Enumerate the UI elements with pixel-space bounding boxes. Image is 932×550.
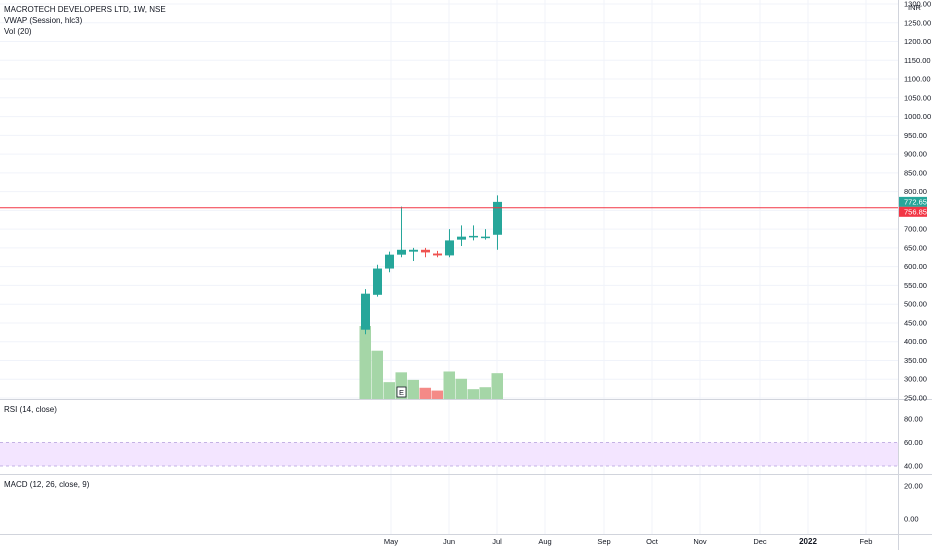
- volume-bar: [479, 387, 491, 399]
- candle-body[interactable]: [409, 249, 418, 252]
- candle-body[interactable]: [457, 236, 466, 240]
- price-tick-label: 250.00: [904, 394, 927, 403]
- time-tick-label[interactable]: Oct: [646, 537, 659, 546]
- candle-body[interactable]: [397, 249, 406, 255]
- price-tick-label: 500.00: [904, 300, 927, 309]
- price-tick-label: 600.00: [904, 262, 927, 271]
- last-price-tag-bg: [899, 196, 927, 207]
- price-tick-label: 1100.00: [904, 75, 931, 84]
- price-tick-label: 900.00: [904, 150, 927, 159]
- rsi-axis: 80.00 60.00 40.00: [904, 415, 923, 471]
- price-axis[interactable]: 1300.00 1250.00 1200.00 1150.00 1100.00 1050.…: [904, 0, 931, 403]
- volume-bar: [443, 371, 455, 399]
- candle-body[interactable]: [433, 253, 442, 256]
- candles[interactable]: [361, 195, 502, 335]
- candle-body[interactable]: [493, 201, 502, 235]
- volume-bars: [359, 326, 503, 399]
- price-tick-label: 950.00: [904, 131, 927, 140]
- volume-bar: [419, 387, 431, 399]
- price-tick-label: 1200.00: [904, 37, 931, 46]
- volume-bar: [359, 326, 371, 399]
- candle-body[interactable]: [445, 240, 454, 256]
- candle-body[interactable]: [385, 254, 394, 269]
- volume-bar: [431, 390, 443, 399]
- rsi-tick-label: 80.00: [904, 415, 923, 424]
- price-tick-label: 650.00: [904, 243, 927, 252]
- price-tick-label: 850.00: [904, 168, 927, 177]
- volume-bar: [455, 378, 467, 399]
- reference-price-tag: 756.85: [899, 206, 927, 217]
- price-tick-label: 400.00: [904, 337, 927, 346]
- earnings-marker-box: [396, 386, 407, 398]
- price-tick-label: 1250.00: [904, 18, 931, 27]
- candle-body[interactable]: [361, 293, 370, 330]
- time-tick-label[interactable]: Jul: [492, 537, 502, 546]
- chart-title[interactable]: MACROTECH DEVELOPERS LTD, 1W, NSE: [4, 5, 166, 14]
- price-tick-label: 800.00: [904, 187, 927, 196]
- macd-tick-label: 20.00: [904, 482, 923, 491]
- earnings-marker[interactable]: E: [396, 386, 407, 398]
- rsi-tick-label: 60.00: [904, 438, 923, 447]
- volume-bar: [383, 382, 395, 399]
- time-tick-label[interactable]: Aug: [538, 537, 551, 546]
- time-tick-label[interactable]: 2022: [799, 537, 817, 546]
- vwap-legend[interactable]: VWAP (Session, hlc3): [4, 16, 83, 25]
- rsi-legend[interactable]: RSI (14, close): [4, 405, 57, 414]
- reference-price-tag-bg: [899, 206, 927, 217]
- time-axis[interactable]: May Jun Jul Aug Sep Oct Nov Dec 2022 Feb: [384, 537, 873, 546]
- price-tick-label: 450.00: [904, 318, 927, 327]
- last-price-tag-text: 772.65: [904, 198, 927, 207]
- volume-bar: [371, 350, 383, 399]
- price-tick-label: 1000.00: [904, 112, 931, 121]
- time-tick-label[interactable]: Dec: [753, 537, 767, 546]
- time-tick-label[interactable]: Nov: [693, 537, 707, 546]
- price-tick-label: 700.00: [904, 225, 927, 234]
- price-tick-label: 1050.00: [904, 93, 931, 102]
- macd-tick-label: 0.00: [904, 515, 919, 524]
- time-tick-label[interactable]: Feb: [860, 537, 873, 546]
- currency-label: INR: [908, 3, 922, 12]
- rsi-band: [0, 442, 898, 466]
- candle-body[interactable]: [481, 236, 490, 239]
- price-tick-label: 1300.00: [904, 0, 931, 9]
- volume-bar: [467, 389, 479, 399]
- candle-body[interactable]: [373, 268, 382, 295]
- last-price-tag: 772.65: [899, 196, 927, 207]
- candle-body[interactable]: [421, 249, 430, 253]
- volume-legend[interactable]: Vol (20): [4, 27, 32, 36]
- price-tick-label: 1150.00: [904, 56, 931, 65]
- time-tick-label[interactable]: May: [384, 537, 398, 546]
- price-tick-label: 300.00: [904, 375, 927, 384]
- time-tick-label[interactable]: Sep: [597, 537, 610, 546]
- time-tick-label[interactable]: Jun: [443, 537, 455, 546]
- volume-bar: [395, 372, 407, 399]
- earnings-marker-text: E: [399, 388, 404, 397]
- macd-legend[interactable]: MACD (12, 26, close, 9): [4, 480, 90, 489]
- volume-bar: [407, 379, 419, 399]
- price-tick-label: 550.00: [904, 281, 927, 290]
- reference-price-tag-text: 756.85: [904, 208, 927, 217]
- volume-bar: [491, 373, 503, 399]
- rsi-tick-label: 40.00: [904, 462, 923, 471]
- candle-body[interactable]: [469, 235, 478, 238]
- price-tick-label: 350.00: [904, 356, 927, 365]
- macd-axis: 20.00 0.00: [904, 482, 923, 524]
